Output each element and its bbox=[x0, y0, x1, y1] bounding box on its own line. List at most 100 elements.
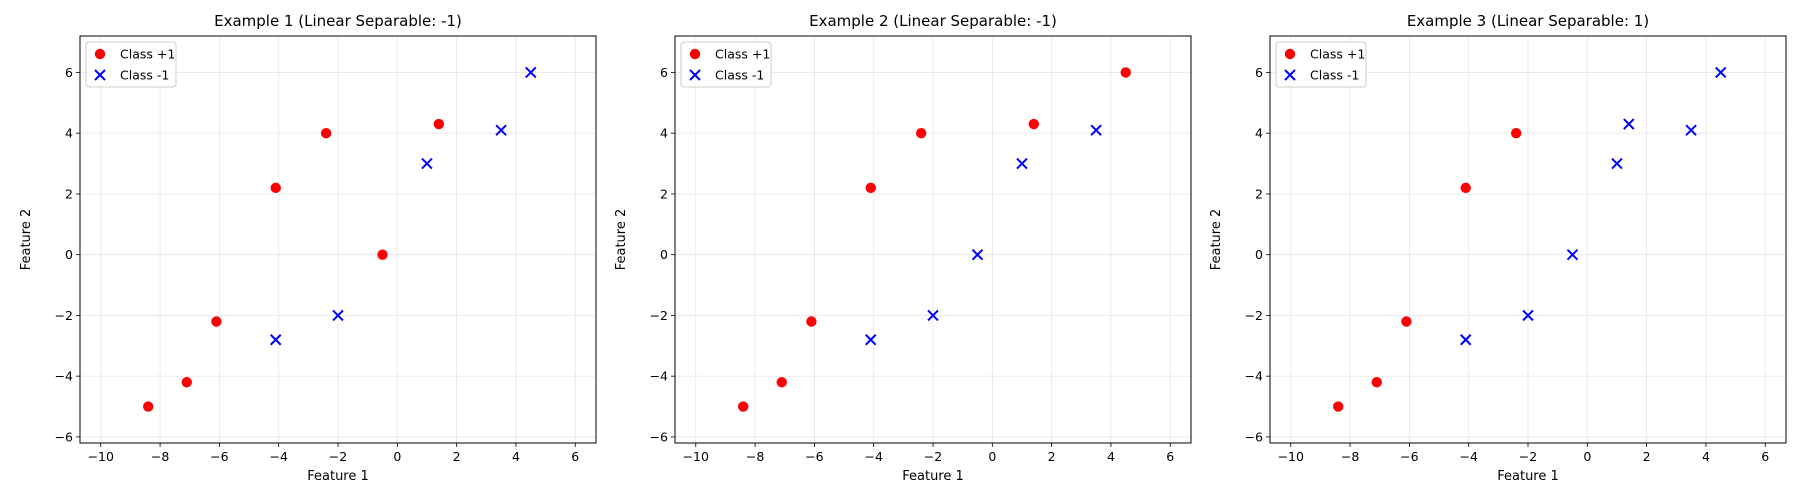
x-tick-label: 4 bbox=[512, 449, 520, 464]
x-tick-label: 2 bbox=[1048, 449, 1056, 464]
y-tick-label: 4 bbox=[660, 126, 668, 141]
data-point-class-plus1 bbox=[1371, 377, 1382, 388]
x-tick-label: 0 bbox=[988, 449, 996, 464]
legend-box bbox=[1275, 41, 1367, 88]
axes-frame bbox=[79, 35, 597, 444]
data-point-class-plus1 bbox=[1120, 67, 1131, 78]
data-point-class-plus1 bbox=[865, 182, 876, 194]
y-tick-label: 4 bbox=[1255, 126, 1263, 141]
y-tick-label: 0 bbox=[65, 247, 73, 262]
x-tick-label: −8 bbox=[151, 449, 169, 464]
x-tick-label: 4 bbox=[1107, 449, 1115, 464]
data-point-class-plus1 bbox=[806, 316, 817, 327]
data-point-class-plus1 bbox=[1028, 118, 1040, 130]
data-point-class-minus1 bbox=[1566, 248, 1579, 261]
legend-marker-x bbox=[94, 69, 106, 81]
y-tick-label: 4 bbox=[65, 126, 73, 141]
y-tick-label: −4 bbox=[1245, 369, 1263, 384]
data-point-class-plus1 bbox=[738, 401, 749, 412]
legend-marker-circle bbox=[1284, 48, 1296, 60]
data-point-class-plus1 bbox=[320, 127, 332, 139]
data-point-class-plus1 bbox=[143, 401, 154, 412]
data-point-class-minus1 bbox=[332, 309, 344, 322]
data-point-class-plus1 bbox=[1401, 316, 1412, 327]
y-tick-label: −2 bbox=[1245, 308, 1263, 323]
x-tick-label: −4 bbox=[269, 449, 287, 464]
y-axis-label: Feature 2 bbox=[614, 209, 629, 271]
x-axis-label: Feature 1 bbox=[307, 469, 369, 484]
data-point-class-minus1 bbox=[1611, 157, 1623, 170]
y-axis-label: Feature 2 bbox=[1209, 209, 1224, 271]
data-point-class-minus1 bbox=[1460, 334, 1472, 346]
y-tick-label: −4 bbox=[55, 369, 73, 384]
x-tick-label: −6 bbox=[805, 449, 823, 464]
data-point-class-plus1 bbox=[211, 316, 222, 327]
legend-box bbox=[85, 41, 177, 88]
data-point-class-minus1 bbox=[1715, 66, 1727, 79]
data-point-class-plus1 bbox=[181, 377, 192, 388]
legend-label: Class -1 bbox=[715, 68, 764, 83]
data-point-class-plus1 bbox=[1333, 401, 1344, 412]
legend: Class +1 Class -1 bbox=[1275, 41, 1367, 88]
x-tick-label: 0 bbox=[393, 449, 401, 464]
data-point-class-minus1 bbox=[1685, 124, 1697, 136]
legend-marker-circle bbox=[689, 48, 701, 60]
x-tick-label: 0 bbox=[1583, 449, 1591, 464]
data-point-class-minus1 bbox=[865, 334, 877, 346]
x-tick-label: −8 bbox=[1341, 449, 1359, 464]
data-point-class-minus1 bbox=[1623, 118, 1635, 130]
legend-label: Class +1 bbox=[715, 47, 770, 62]
data-point-class-plus1 bbox=[377, 249, 388, 260]
x-tick-label: 2 bbox=[1643, 449, 1651, 464]
legend: Class +1 Class -1 bbox=[680, 41, 772, 88]
axes-frame bbox=[1269, 35, 1787, 444]
x-tick-label: −6 bbox=[210, 449, 228, 464]
chart-title: Example 1 (Linear Separable: -1) bbox=[214, 12, 462, 30]
x-tick-label: −6 bbox=[1400, 449, 1418, 464]
x-tick-label: −10 bbox=[88, 449, 114, 464]
x-tick-label: 6 bbox=[1761, 449, 1769, 464]
y-tick-label: 2 bbox=[660, 186, 668, 201]
legend-label: Class -1 bbox=[1310, 68, 1359, 83]
y-tick-label: 0 bbox=[1255, 247, 1263, 262]
data-point-class-plus1 bbox=[1510, 127, 1522, 139]
legend: Class +1 Class -1 bbox=[85, 41, 177, 88]
x-tick-label: −2 bbox=[1519, 449, 1537, 464]
y-axis-label: Feature 2 bbox=[19, 209, 34, 271]
x-tick-label: −8 bbox=[746, 449, 764, 464]
subplot-2: −10 −8 −6 −4 −2 0 2 4 6 −6 −4 −2 0 2 4 6 Example 2 (Line… bbox=[614, 12, 1192, 484]
data-point-class-minus1 bbox=[525, 66, 537, 79]
y-tick-label: 6 bbox=[1255, 65, 1263, 80]
data-point-class-minus1 bbox=[971, 248, 984, 261]
legend-label: Class +1 bbox=[120, 47, 175, 62]
y-tick-label: 6 bbox=[660, 65, 668, 80]
data-point-class-minus1 bbox=[270, 334, 282, 346]
axes-frame bbox=[674, 35, 1192, 444]
legend-label: Class +1 bbox=[1310, 47, 1365, 62]
subplot-3: −10 −8 −6 −4 −2 0 2 4 6 −6 −4 −2 0 2 4 6 Example 3 (Line… bbox=[1209, 12, 1787, 484]
x-tick-label: 6 bbox=[571, 449, 579, 464]
x-tick-label: −4 bbox=[864, 449, 882, 464]
x-tick-label: −4 bbox=[1459, 449, 1477, 464]
data-point-class-plus1 bbox=[433, 118, 445, 130]
y-tick-label: −6 bbox=[55, 429, 73, 444]
chart-title: Example 2 (Linear Separable: -1) bbox=[809, 12, 1057, 30]
legend-marker-x bbox=[1284, 69, 1296, 81]
data-point-class-plus1 bbox=[270, 182, 281, 194]
data-point-class-minus1 bbox=[495, 124, 507, 136]
x-tick-label: −10 bbox=[1278, 449, 1304, 464]
x-tick-label: −2 bbox=[329, 449, 347, 464]
legend-label: Class -1 bbox=[120, 68, 169, 83]
data-point-class-minus1 bbox=[1522, 309, 1534, 322]
data-point-class-minus1 bbox=[421, 157, 433, 170]
x-axis-label: Feature 1 bbox=[902, 469, 964, 484]
data-point-class-minus1 bbox=[1090, 124, 1102, 136]
legend-box bbox=[680, 41, 772, 88]
data-point-class-plus1 bbox=[915, 127, 927, 139]
legend-marker-circle bbox=[94, 48, 106, 60]
y-tick-label: −2 bbox=[55, 308, 73, 323]
y-tick-label: −6 bbox=[1245, 429, 1263, 444]
x-tick-label: −2 bbox=[924, 449, 942, 464]
subplot-1: −10 −8 −6 −4 −2 0 2 4 6 −6 −4 −2 0 2 4 6 Example 1 (Line… bbox=[19, 12, 597, 484]
